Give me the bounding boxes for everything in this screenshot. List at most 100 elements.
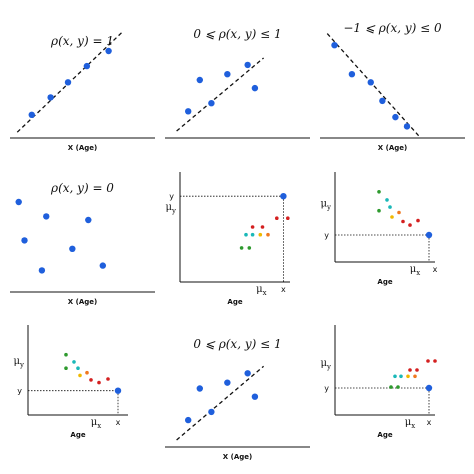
data-point-8 — [415, 368, 419, 372]
chart-panel-3: −1 ⩽ ρ(x, y) ≤ 0 X (Age) — [320, 21, 465, 152]
data-point-2 — [348, 71, 356, 78]
panel-title: −1 ⩽ ρ(x, y) ≤ 0 — [343, 21, 442, 35]
data-point-9 — [416, 218, 420, 223]
data-point-3 — [367, 79, 374, 86]
chart-panel-8: 0 ⩽ ρ(x, y) ≤ 1 X (Age) — [165, 337, 310, 461]
data-point-2 — [64, 366, 68, 371]
x-axis-label: X (Age) — [68, 298, 97, 306]
x-tick-label-2: x — [433, 265, 438, 274]
data-point-9 — [426, 359, 430, 363]
data-point-1 — [389, 385, 393, 389]
data-point-6 — [266, 232, 270, 237]
data-point-5 — [69, 245, 76, 252]
data-point-3 — [208, 408, 215, 416]
data-point-10 — [433, 359, 437, 363]
data-point-3 — [43, 213, 50, 220]
data-point-8 — [408, 223, 412, 227]
data-point-9 — [106, 377, 110, 381]
data-point-1 — [28, 111, 35, 119]
panel-title: ρ(x, y) = 1 — [50, 34, 114, 48]
panel-title: 0 ⩽ ρ(x, y) ≤ 1 — [193, 337, 281, 351]
data-point-11 — [280, 193, 287, 200]
chart-panel-7: Age μy y μx x — [14, 325, 128, 439]
x-axis-label: X (Age) — [68, 144, 97, 152]
data-point-1 — [377, 190, 381, 194]
data-point-1 — [239, 246, 244, 250]
data-point-3 — [244, 232, 248, 237]
y-tick-label-2: y — [324, 231, 329, 240]
data-point-8 — [97, 380, 101, 385]
data-point-4 — [250, 232, 255, 237]
x-tick-label-1: μx — [405, 417, 416, 430]
data-point-5 — [392, 113, 399, 121]
data-point-4 — [388, 205, 392, 209]
data-point-4 — [224, 71, 231, 78]
data-point-9 — [275, 216, 279, 220]
data-point-8 — [260, 225, 265, 229]
x-axis-label: X (Age) — [223, 453, 252, 461]
data-point-7 — [401, 219, 405, 224]
chart-panel-5: Age μyy μx x — [166, 172, 290, 306]
panel-title: ρ(x, y) = 0 — [50, 181, 114, 195]
y-tick-label-2: y — [169, 192, 174, 201]
data-point-6 — [85, 370, 89, 375]
data-point-6 — [397, 210, 401, 215]
x-tick-label-2: x — [116, 418, 121, 427]
data-point-7 — [99, 262, 107, 269]
data-point-3 — [393, 374, 397, 379]
data-point-2 — [21, 237, 28, 244]
data-point-1 — [185, 108, 192, 115]
y-tick-label-1: μy — [166, 202, 177, 215]
data-point-5 — [258, 232, 263, 237]
data-point-5 — [406, 374, 410, 379]
data-point-1 — [64, 352, 68, 357]
data-point-4 — [399, 374, 403, 379]
data-point-10 — [286, 216, 290, 220]
data-point-7 — [408, 368, 412, 372]
data-point-2 — [47, 94, 54, 101]
data-point-6 — [251, 84, 259, 92]
y-tick-label-1: μy — [321, 199, 332, 212]
y-tick-label-1: μy — [321, 358, 332, 371]
x-axis-label: Age — [377, 431, 392, 439]
data-point-5 — [390, 215, 394, 219]
y-tick-label-2: y — [17, 387, 22, 396]
data-point-5 — [244, 370, 251, 377]
data-point-3 — [64, 79, 72, 86]
chart-panel-4: ρ(x, y) = 0 X (Age) — [10, 181, 155, 306]
data-point-3 — [72, 360, 76, 364]
y-tick-label-2: y — [324, 384, 329, 393]
data-point-7 — [89, 378, 93, 382]
data-point-4 — [224, 379, 231, 386]
x-axis-label: Age — [70, 431, 85, 439]
data-point-3 — [208, 100, 215, 107]
x-tick-label-2: x — [427, 418, 432, 427]
x-axis-label: X (Age) — [378, 144, 407, 152]
data-point-4 — [83, 62, 91, 70]
data-point-1 — [15, 198, 22, 206]
chart-panel-2: 0 ⩽ ρ(x, y) ≤ 1 — [165, 27, 310, 139]
data-point-2 — [377, 208, 381, 213]
x-axis-label: Age — [227, 298, 242, 306]
data-point-7 — [250, 225, 255, 229]
data-point-1 — [185, 416, 192, 424]
panel-title: 0 ⩽ ρ(x, y) ≤ 1 — [193, 27, 281, 41]
data-point-4 — [76, 366, 80, 371]
data-point-3 — [385, 198, 389, 202]
x-tick-label-2: x — [281, 285, 286, 294]
data-point-11 — [425, 384, 433, 392]
data-point-4 — [38, 267, 46, 274]
data-point-5 — [78, 373, 82, 378]
trend-line — [176, 365, 265, 441]
chart-panel-1: ρ(x, y) = 1 X (Age) — [10, 30, 155, 152]
y-tick-label-1: μy — [14, 356, 25, 369]
data-point-2 — [247, 246, 252, 250]
chart-panel-9: Age μy y μx x — [321, 325, 437, 439]
data-point-6 — [413, 374, 417, 379]
data-point-2 — [196, 76, 203, 84]
data-point-2 — [196, 385, 203, 392]
trend-line — [326, 33, 420, 137]
data-point-1 — [331, 42, 338, 49]
data-point-5 — [244, 61, 251, 69]
